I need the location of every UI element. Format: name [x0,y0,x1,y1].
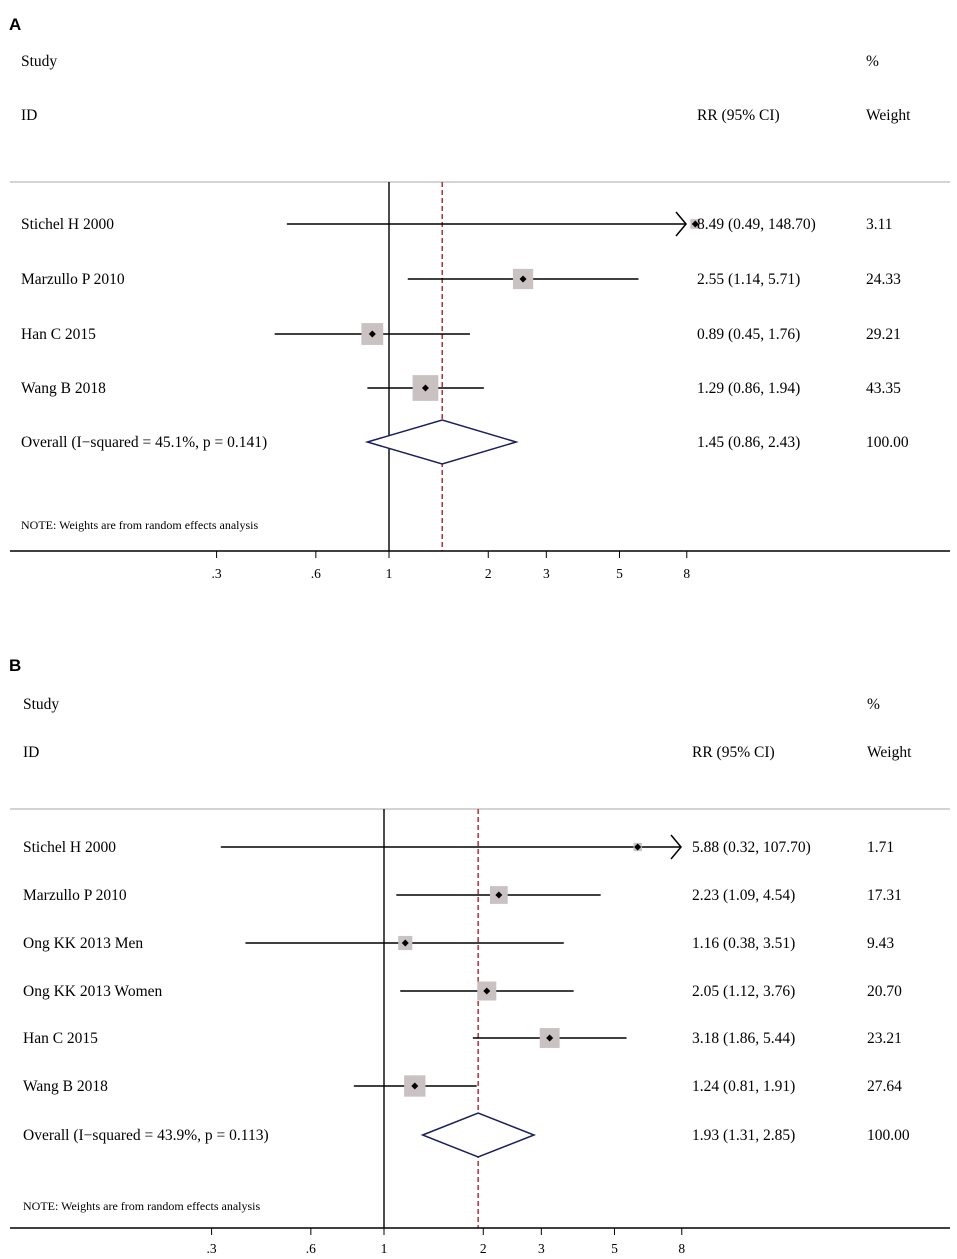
x-tick-label: 2 [485,566,492,581]
x-tick-label: 5 [616,566,623,581]
x-tick-label: 5 [611,1241,618,1256]
header-study: Study [23,696,59,713]
header-id: ID [21,107,37,124]
study-rr-ci: 8.49 (0.49, 148.70) [697,216,816,233]
header-id: ID [23,744,39,761]
header-percent: % [867,696,880,713]
study-name: Han C 2015 [21,326,96,343]
study-name: Marzullo P 2010 [23,887,127,904]
point-estimate [519,275,527,283]
point-estimate [691,220,699,228]
study-weight: 23.21 [867,1030,902,1047]
study-rr-ci: 1.29 (0.86, 1.94) [697,380,800,397]
study-name: Ong KK 2013 Men [23,935,143,952]
overall-label: Overall (I−squared = 43.9%, p = 0.113) [23,1127,269,1144]
ci-arrow [675,211,687,237]
overall-diamond [364,419,519,465]
overall-rr-ci: 1.45 (0.86, 2.43) [697,434,800,451]
study-rr-ci: 1.16 (0.38, 3.51) [692,935,795,952]
study-name: Han C 2015 [23,1030,98,1047]
x-tick-label: 3 [543,566,550,581]
study-weight: 24.33 [866,271,901,288]
overall-rr-ci: 1.93 (1.31, 2.85) [692,1127,795,1144]
overall-weight: 100.00 [867,1127,910,1144]
panel-label: B [9,656,21,675]
study-name: Stichel H 2000 [23,839,116,856]
study-name: Ong KK 2013 Women [23,983,163,1000]
overall-diamond [420,1112,537,1158]
study-rr-ci: 3.18 (1.86, 5.44) [692,1030,795,1047]
point-estimate [368,330,376,338]
weights-note: NOTE: Weights are from random effects an… [21,518,259,532]
overall-weight: 100.00 [866,434,909,451]
study-rr-ci: 2.55 (1.14, 5.71) [697,271,800,288]
study-rr-ci: 5.88 (0.32, 107.70) [692,839,811,856]
study-weight: 1.71 [867,839,894,856]
header-study: Study [21,53,57,70]
study-rr-ci: 2.05 (1.12, 3.76) [692,983,795,1000]
point-estimate [401,939,409,947]
x-tick-label: 1 [386,566,393,581]
x-tick-label: 8 [683,566,690,581]
study-weight: 20.70 [867,983,902,1000]
study-rr-ci: 2.23 (1.09, 4.54) [692,887,795,904]
x-tick-label: .3 [212,566,222,581]
point-estimate [483,987,491,995]
study-rr-ci: 1.24 (0.81, 1.91) [692,1078,795,1095]
point-estimate [411,1082,419,1090]
panel-label: A [9,15,21,34]
header-percent: % [866,53,879,70]
study-weight: 9.43 [867,935,894,952]
x-tick-label: .6 [311,566,321,581]
study-name: Marzullo P 2010 [21,271,125,288]
x-tick-label: 8 [678,1241,685,1256]
header-weight: Weight [866,107,911,124]
point-estimate [495,891,503,899]
study-name: Wang B 2018 [23,1078,108,1095]
ci-arrow [670,834,682,860]
study-weight: 27.64 [867,1078,902,1095]
study-weight: 43.35 [866,380,901,397]
study-name: Stichel H 2000 [21,216,114,233]
study-weight: 17.31 [867,887,902,904]
x-tick-label: .6 [306,1241,316,1256]
study-rr-ci: 0.89 (0.45, 1.76) [697,326,800,343]
x-tick-label: 2 [480,1241,487,1256]
header-rr-ci: RR (95% CI) [692,744,775,761]
header-rr-ci: RR (95% CI) [697,107,780,124]
overall-label: Overall (I−squared = 45.1%, p = 0.141) [21,434,267,451]
point-estimate [421,384,429,392]
x-tick-label: 3 [538,1241,545,1256]
study-weight: 29.21 [866,326,901,343]
x-tick-label: .3 [207,1241,217,1256]
study-name: Wang B 2018 [21,380,106,397]
study-weight: 3.11 [866,216,893,233]
x-tick-label: 1 [381,1241,388,1256]
point-estimate [634,843,642,851]
weights-note: NOTE: Weights are from random effects an… [23,1199,261,1213]
header-weight: Weight [867,744,912,761]
point-estimate [546,1034,554,1042]
